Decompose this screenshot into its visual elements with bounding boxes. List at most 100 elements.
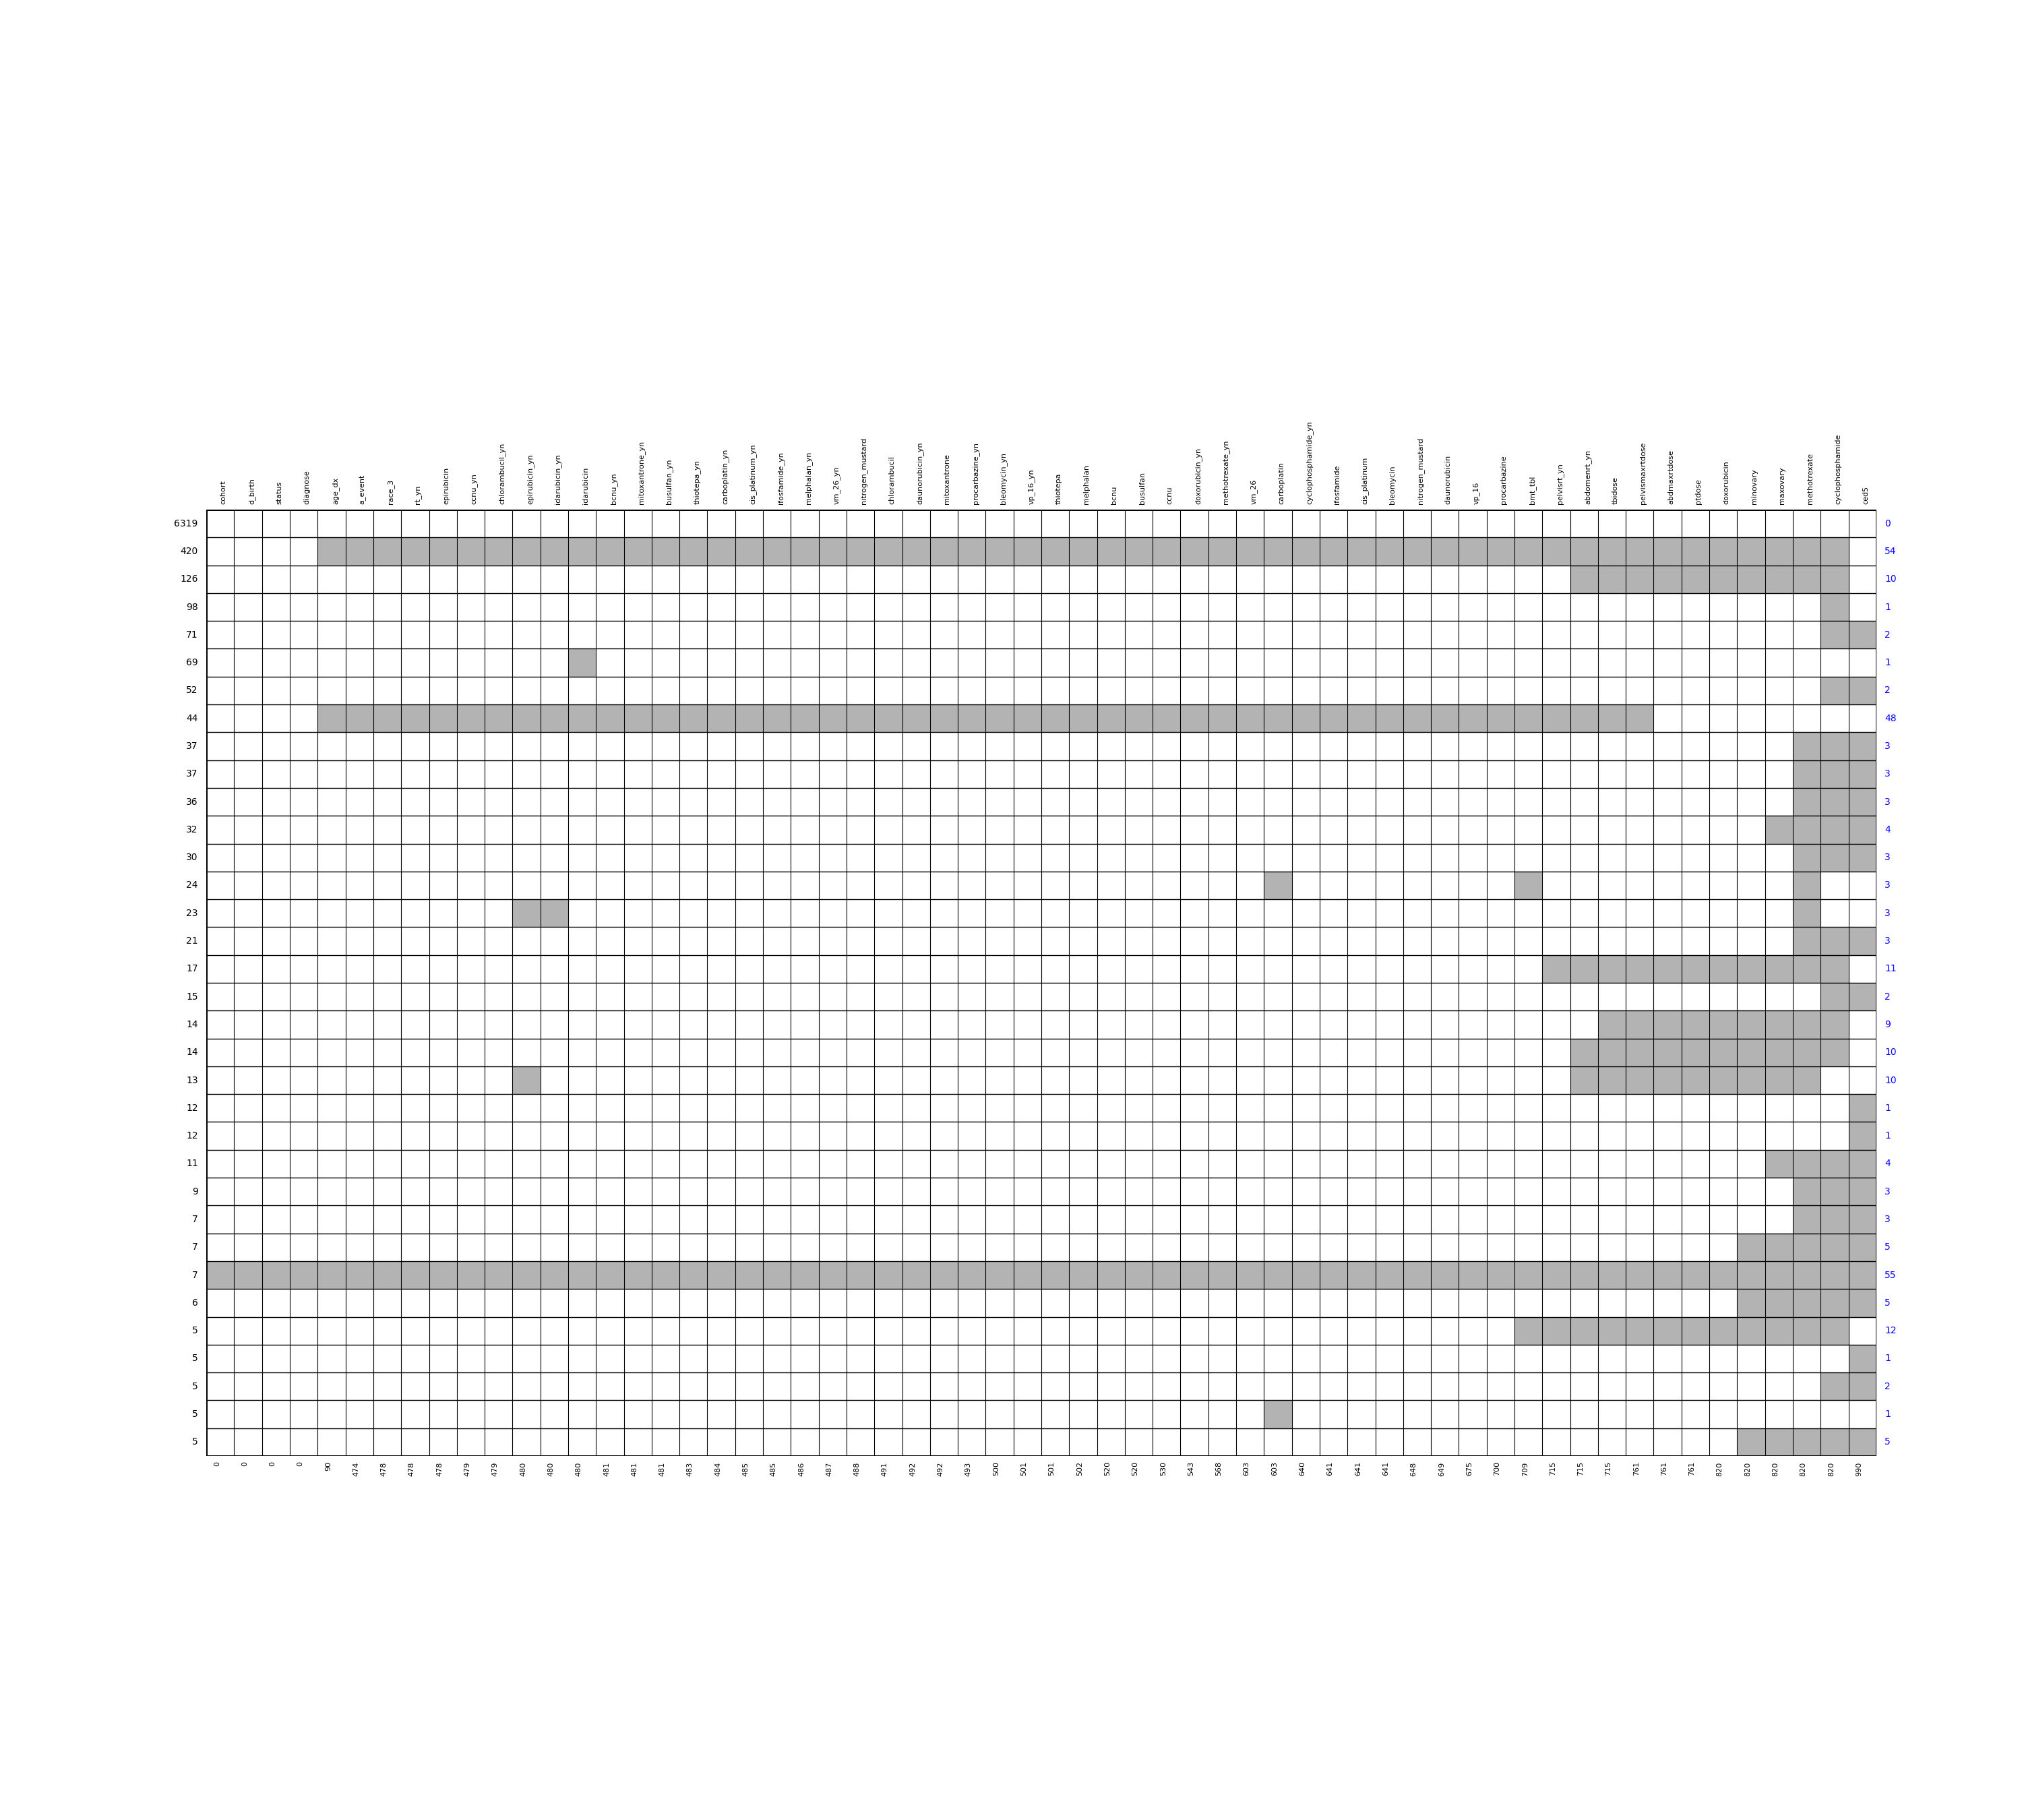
Bar <box>346 648 374 677</box>
Bar <box>429 621 457 648</box>
Bar <box>1571 899 1597 926</box>
Text: 641: 641 <box>1383 1461 1389 1476</box>
Bar <box>1070 1094 1098 1121</box>
Text: 500: 500 <box>993 1461 999 1476</box>
Bar <box>512 510 540 537</box>
Bar <box>1320 926 1347 956</box>
Bar <box>1432 788 1458 815</box>
Bar <box>1514 844 1543 872</box>
Text: 485: 485 <box>742 1461 748 1476</box>
Bar <box>1458 844 1486 872</box>
Bar <box>1235 1318 1264 1345</box>
Bar <box>762 844 791 872</box>
Bar <box>1737 1372 1765 1400</box>
Bar <box>762 1429 791 1456</box>
Bar <box>1682 1150 1709 1178</box>
Bar <box>568 1178 596 1205</box>
Bar <box>1820 677 1848 704</box>
Bar <box>568 1010 596 1039</box>
Bar <box>1013 1010 1041 1039</box>
Text: chlorambucil_yn: chlorambucil_yn <box>499 442 506 504</box>
Bar <box>1013 983 1041 1010</box>
Bar <box>1264 899 1292 926</box>
Bar <box>263 1429 289 1456</box>
Bar <box>1403 788 1432 815</box>
Bar <box>1458 621 1486 648</box>
Bar <box>985 537 1013 566</box>
Bar <box>1626 1261 1654 1289</box>
Bar <box>1626 926 1654 956</box>
Bar <box>958 704 985 732</box>
Bar <box>1235 1261 1264 1289</box>
Bar <box>1626 537 1654 566</box>
Bar <box>540 872 568 899</box>
Bar <box>1765 1121 1794 1150</box>
Bar <box>263 956 289 983</box>
Bar <box>1543 761 1571 788</box>
Bar <box>1375 1429 1403 1456</box>
Bar <box>1737 1261 1765 1289</box>
Bar <box>1181 1178 1209 1205</box>
Bar <box>1794 677 1820 704</box>
Bar <box>1654 732 1682 761</box>
Bar <box>235 593 263 621</box>
Bar <box>1794 899 1820 926</box>
Text: 715: 715 <box>1605 1461 1612 1476</box>
Bar <box>708 872 736 899</box>
Bar <box>1571 510 1597 537</box>
Bar <box>1264 1372 1292 1400</box>
Bar <box>930 1094 958 1121</box>
Bar <box>708 537 736 566</box>
Bar <box>457 537 485 566</box>
Bar <box>596 1234 625 1261</box>
Bar <box>346 788 374 815</box>
Bar <box>1235 761 1264 788</box>
Bar <box>374 983 400 1010</box>
Bar <box>651 1010 679 1039</box>
Bar <box>1013 1039 1041 1067</box>
Bar <box>958 1372 985 1400</box>
Bar <box>374 1094 400 1121</box>
Bar <box>1458 1039 1486 1067</box>
Bar <box>847 1205 874 1234</box>
Bar <box>400 872 429 899</box>
Bar <box>1264 621 1292 648</box>
Bar <box>1153 1067 1181 1094</box>
Bar <box>762 983 791 1010</box>
Bar <box>1654 1234 1682 1261</box>
Bar <box>1820 1372 1848 1400</box>
Bar <box>289 1150 317 1178</box>
Bar <box>1235 983 1264 1010</box>
Bar <box>1013 1067 1041 1094</box>
Bar <box>512 1067 540 1094</box>
Bar <box>568 1372 596 1400</box>
Bar <box>235 956 263 983</box>
Bar <box>1320 1400 1347 1429</box>
Bar <box>651 1261 679 1289</box>
Bar <box>1041 593 1070 621</box>
Bar <box>1597 1010 1626 1039</box>
Bar <box>1597 1039 1626 1067</box>
Text: 17: 17 <box>186 965 198 974</box>
Bar <box>1848 1234 1876 1261</box>
Bar <box>485 648 512 677</box>
Bar <box>1794 1234 1820 1261</box>
Bar <box>512 1400 540 1429</box>
Bar <box>736 537 762 566</box>
Bar <box>1292 761 1320 788</box>
Bar <box>1320 1039 1347 1067</box>
Bar <box>540 1121 568 1150</box>
Bar <box>651 1094 679 1121</box>
Bar <box>317 1067 346 1094</box>
Bar <box>958 677 985 704</box>
Bar <box>289 1429 317 1456</box>
Text: 12: 12 <box>186 1103 198 1112</box>
Bar <box>429 899 457 926</box>
Bar <box>1543 899 1571 926</box>
Bar <box>1486 1318 1514 1345</box>
Text: 700: 700 <box>1494 1461 1500 1476</box>
Bar <box>1626 593 1654 621</box>
Bar <box>930 1429 958 1456</box>
Bar <box>679 1178 708 1205</box>
Bar <box>1709 1289 1737 1318</box>
